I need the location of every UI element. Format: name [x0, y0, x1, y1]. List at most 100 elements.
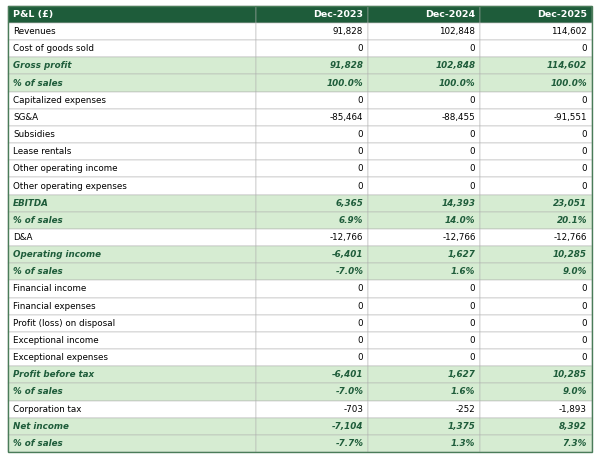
- Text: 9.0%: 9.0%: [563, 267, 587, 276]
- Text: 0: 0: [358, 96, 364, 105]
- Bar: [481, 126, 592, 143]
- Text: 0: 0: [358, 44, 364, 53]
- Bar: [8, 435, 256, 452]
- Bar: [368, 40, 481, 57]
- Text: 10,285: 10,285: [553, 250, 587, 259]
- Text: P&L (£): P&L (£): [13, 10, 53, 19]
- Bar: [8, 40, 256, 57]
- Bar: [481, 40, 592, 57]
- Text: 0: 0: [470, 96, 475, 105]
- Bar: [481, 160, 592, 177]
- Text: 102,848: 102,848: [436, 61, 475, 71]
- Text: -7.0%: -7.0%: [335, 387, 364, 397]
- Text: 0: 0: [581, 96, 587, 105]
- Bar: [481, 263, 592, 280]
- Text: Financial expenses: Financial expenses: [13, 302, 95, 311]
- Bar: [256, 246, 368, 263]
- Bar: [481, 383, 592, 400]
- Bar: [368, 57, 481, 75]
- Text: % of sales: % of sales: [13, 216, 63, 225]
- Text: 8,392: 8,392: [559, 422, 587, 431]
- Bar: [368, 177, 481, 195]
- Text: Dec-2024: Dec-2024: [425, 10, 475, 19]
- Text: 9.0%: 9.0%: [563, 387, 587, 397]
- Bar: [368, 143, 481, 160]
- Text: 0: 0: [358, 302, 364, 311]
- Text: 100.0%: 100.0%: [327, 79, 364, 87]
- Bar: [256, 23, 368, 40]
- Bar: [8, 143, 256, 160]
- Bar: [256, 263, 368, 280]
- Bar: [256, 40, 368, 57]
- Bar: [368, 160, 481, 177]
- Bar: [481, 75, 592, 92]
- Text: 0: 0: [358, 181, 364, 191]
- Text: 6,365: 6,365: [335, 199, 364, 207]
- Bar: [368, 383, 481, 400]
- Text: Gross profit: Gross profit: [13, 61, 71, 71]
- Bar: [8, 366, 256, 383]
- Text: -1,893: -1,893: [559, 404, 587, 414]
- Text: -91,551: -91,551: [554, 113, 587, 122]
- Text: Exceptional expenses: Exceptional expenses: [13, 353, 108, 362]
- Bar: [8, 332, 256, 349]
- Bar: [481, 143, 592, 160]
- Bar: [256, 383, 368, 400]
- Text: 0: 0: [581, 319, 587, 328]
- Bar: [256, 195, 368, 212]
- Bar: [368, 366, 481, 383]
- Text: % of sales: % of sales: [13, 439, 63, 448]
- Bar: [256, 298, 368, 315]
- Bar: [481, 418, 592, 435]
- Bar: [368, 315, 481, 332]
- Text: 0: 0: [581, 147, 587, 156]
- Bar: [481, 23, 592, 40]
- Text: 1,375: 1,375: [448, 422, 475, 431]
- Text: 0: 0: [581, 44, 587, 53]
- Text: Profit (loss) on disposal: Profit (loss) on disposal: [13, 319, 115, 328]
- Text: -12,766: -12,766: [442, 233, 475, 242]
- Bar: [8, 195, 256, 212]
- Text: -85,464: -85,464: [330, 113, 364, 122]
- Bar: [8, 57, 256, 75]
- Bar: [8, 418, 256, 435]
- Bar: [8, 6, 256, 23]
- Text: -7.0%: -7.0%: [335, 267, 364, 276]
- Text: 7.3%: 7.3%: [563, 439, 587, 448]
- Bar: [256, 6, 368, 23]
- Bar: [8, 280, 256, 298]
- Text: 0: 0: [470, 302, 475, 311]
- Text: D&A: D&A: [13, 233, 32, 242]
- Bar: [8, 400, 256, 418]
- Bar: [368, 298, 481, 315]
- Text: 91,828: 91,828: [333, 27, 364, 36]
- Text: 0: 0: [470, 319, 475, 328]
- Bar: [8, 75, 256, 92]
- Bar: [368, 349, 481, 366]
- Bar: [256, 229, 368, 246]
- Bar: [368, 263, 481, 280]
- Bar: [8, 298, 256, 315]
- Text: 0: 0: [470, 181, 475, 191]
- Text: 0: 0: [581, 181, 587, 191]
- Text: 102,848: 102,848: [439, 27, 475, 36]
- Text: 1.3%: 1.3%: [451, 439, 475, 448]
- Text: 0: 0: [358, 164, 364, 174]
- Bar: [368, 418, 481, 435]
- Text: 23,051: 23,051: [553, 199, 587, 207]
- Text: Operating income: Operating income: [13, 250, 101, 259]
- Bar: [481, 212, 592, 229]
- Text: EBITDA: EBITDA: [13, 199, 49, 207]
- Bar: [8, 315, 256, 332]
- Bar: [256, 57, 368, 75]
- Text: -7,104: -7,104: [332, 422, 364, 431]
- Bar: [8, 160, 256, 177]
- Bar: [256, 109, 368, 126]
- Bar: [8, 349, 256, 366]
- Text: -12,766: -12,766: [330, 233, 364, 242]
- Text: 1,627: 1,627: [448, 370, 475, 379]
- Text: Revenues: Revenues: [13, 27, 56, 36]
- Bar: [368, 280, 481, 298]
- Bar: [256, 400, 368, 418]
- Bar: [256, 349, 368, 366]
